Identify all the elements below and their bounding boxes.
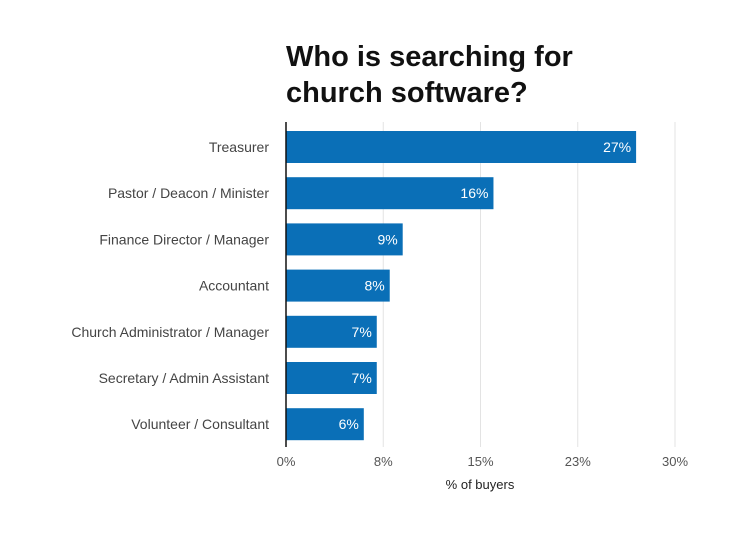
- bar-value-label: 27%: [603, 139, 631, 155]
- bar: [286, 362, 377, 394]
- x-tick-label: 0%: [277, 454, 296, 469]
- category-label: Secretary / Admin Assistant: [99, 370, 270, 386]
- x-tick-label: 8%: [374, 454, 393, 469]
- bars: 27% 16% 9% 8% 7% 7% 6%: [286, 131, 637, 441]
- chart-title-line-1: Who is searching for: [286, 41, 573, 73]
- bar: [286, 408, 364, 441]
- category-label: Treasurer: [209, 139, 270, 155]
- bar-value-label: 9%: [377, 231, 397, 247]
- x-axis-title: % of buyers: [446, 477, 515, 492]
- x-tick-label: 23%: [565, 454, 591, 469]
- gridlines: [382, 122, 676, 447]
- bar: [286, 223, 403, 256]
- x-tick-label: 15%: [467, 454, 493, 469]
- bar: [286, 131, 637, 163]
- bar-value-label: 16%: [460, 185, 488, 201]
- x-tick-label: 30%: [662, 454, 688, 469]
- category-label: Pastor / Deacon / Minister: [108, 185, 269, 201]
- category-label: Church Administrator / Manager: [71, 324, 269, 340]
- bar: [286, 177, 494, 210]
- category-labels: Treasurer Pastor / Deacon / Minister Finan…: [71, 139, 269, 432]
- bar-value-label: 7%: [352, 370, 372, 386]
- x-axis-ticks: 0% 8% 15% 23% 30%: [277, 454, 689, 469]
- bar-value-label: 6%: [339, 416, 359, 432]
- bar-value-label: 7%: [352, 324, 372, 340]
- category-label: Finance Director / Manager: [99, 231, 269, 247]
- category-label: Volunteer / Consultant: [131, 416, 269, 432]
- bar: [286, 315, 377, 348]
- bar: [286, 269, 390, 302]
- chart-title-line-2: church software?: [286, 77, 528, 109]
- category-label: Accountant: [199, 278, 269, 294]
- bar-value-label: 8%: [364, 278, 384, 294]
